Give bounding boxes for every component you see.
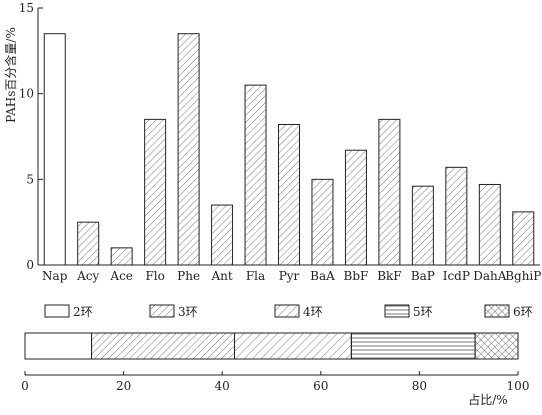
bar-fla bbox=[244, 84, 267, 266]
x-tick-label: BaA bbox=[310, 269, 335, 283]
legend-label: 4环 bbox=[303, 305, 323, 319]
bar-phe bbox=[177, 33, 200, 266]
y-tick-label: 10 bbox=[19, 87, 34, 101]
legend-swatch bbox=[484, 304, 510, 318]
legend-swatch bbox=[44, 304, 70, 318]
bar-bbf bbox=[344, 149, 367, 266]
legend-label: 2环 bbox=[73, 305, 93, 319]
x-tick-label: 60 bbox=[313, 379, 328, 393]
y-tick-label: 5 bbox=[26, 172, 34, 186]
stacked-x-ticks: 0 20 40 60 80 100 bbox=[21, 371, 529, 393]
x-tick-label: BghiP bbox=[505, 269, 541, 283]
bar-ant bbox=[211, 204, 234, 266]
x-tick-label: BkF bbox=[377, 269, 401, 283]
x-tick-label: Nap bbox=[42, 269, 68, 283]
legend: 2环 3环 4环 5环 6环 bbox=[44, 304, 533, 319]
y-axis-title: PAHs百分含量/% bbox=[3, 27, 18, 123]
stack-segment-0 bbox=[24, 332, 93, 360]
x-tick-label: Ace bbox=[109, 269, 133, 283]
stack-segment-3 bbox=[350, 332, 476, 360]
legend-label: 5环 bbox=[413, 305, 433, 319]
bar-ace bbox=[110, 247, 133, 266]
stack-segment-4 bbox=[474, 332, 519, 360]
legend-label: 3环 bbox=[178, 305, 198, 319]
x-tick-label: 0 bbox=[21, 379, 29, 393]
bar-nap bbox=[43, 33, 66, 266]
x-tick-label: Phe bbox=[177, 269, 200, 283]
x-tick-label: Acy bbox=[76, 269, 99, 283]
x-tick-label: 40 bbox=[215, 379, 230, 393]
x-tick-labels: Nap Acy Ace Flo Phe Ant Fla Pyr BaA BbF BkF BaP IcdP… bbox=[42, 269, 541, 283]
stacked-bar bbox=[24, 332, 519, 360]
stack-segment-2 bbox=[234, 332, 352, 360]
x-tick-label: DahA bbox=[473, 269, 507, 283]
legend-swatch bbox=[274, 304, 300, 318]
bar-baa bbox=[311, 178, 334, 266]
legend-swatch bbox=[149, 304, 175, 318]
y-tick-label: 0 bbox=[26, 258, 34, 272]
stacked-x-axis-title: 占比/% bbox=[468, 392, 507, 407]
y-tick-label: 15 bbox=[19, 1, 34, 15]
bars bbox=[43, 33, 535, 266]
stack-segment-1 bbox=[91, 332, 236, 360]
x-tick-label: BbF bbox=[344, 269, 369, 283]
x-tick-label: Fla bbox=[246, 269, 265, 283]
bar-bkf bbox=[378, 118, 401, 266]
bar-icdp bbox=[445, 166, 468, 266]
x-tick-label: BaP bbox=[411, 269, 435, 283]
x-tick-label: Flo bbox=[145, 269, 164, 283]
legend-swatch bbox=[384, 304, 410, 318]
bar-bghip bbox=[512, 211, 535, 266]
x-tick-label: Ant bbox=[210, 269, 232, 283]
bar-acy bbox=[77, 221, 100, 266]
bar-pyr bbox=[278, 124, 300, 266]
bar-bap bbox=[411, 185, 434, 266]
bar-daha bbox=[478, 183, 501, 266]
x-tick-label: 100 bbox=[507, 379, 530, 393]
x-tick-label: 20 bbox=[116, 379, 131, 393]
x-tick-label: Pyr bbox=[279, 269, 300, 283]
bar-flo bbox=[144, 118, 167, 266]
x-tick-label: 80 bbox=[412, 379, 427, 393]
legend-label: 6环 bbox=[513, 305, 533, 319]
y-ticks: 0 5 10 15 bbox=[19, 1, 43, 272]
x-tick-label: IcdP bbox=[443, 269, 470, 283]
